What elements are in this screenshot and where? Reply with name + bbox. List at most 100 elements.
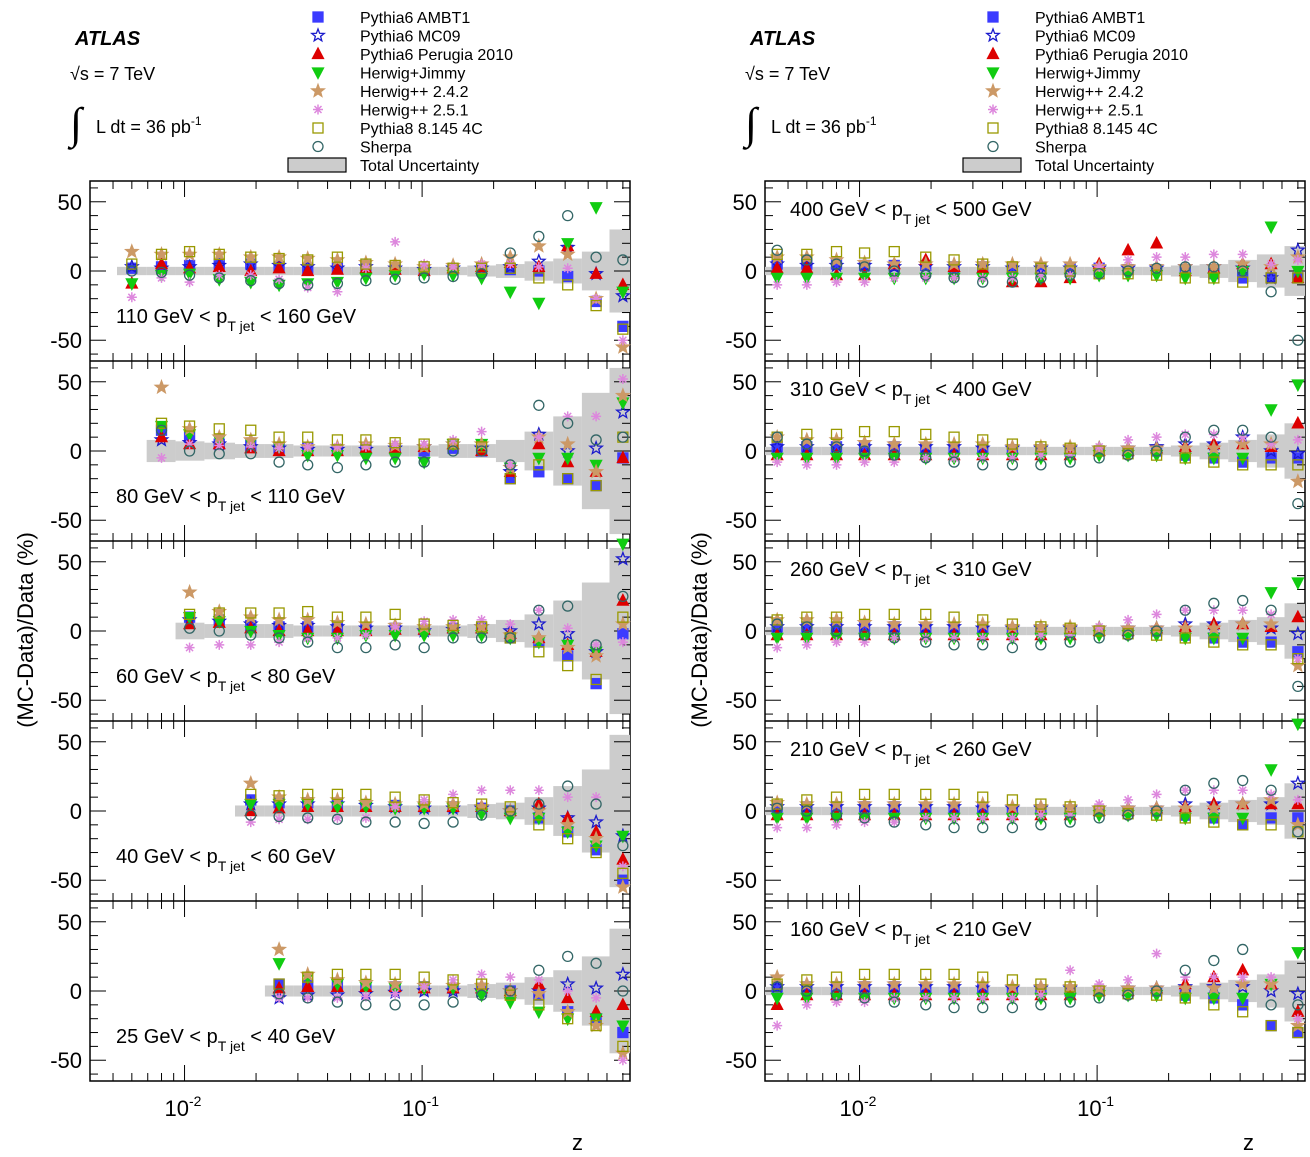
data-point-pythia8-8-145-4c	[858, 608, 871, 621]
legend-marker-sherpa	[312, 140, 324, 153]
data-point-pythia8-8-145-4c	[562, 659, 574, 672]
data-point-sherpa	[155, 424, 168, 436]
data-point-sherpa	[504, 247, 516, 259]
data-point-herwig-jimmy	[272, 958, 286, 971]
data-point-herwig-2-5-1	[390, 988, 401, 999]
data-point-pythia8-8-145-4c	[273, 607, 285, 619]
data-point-pythia6-mc09	[614, 966, 631, 982]
data-point-herwig-2-5-1	[505, 259, 516, 270]
uncertainty-bin	[495, 439, 525, 463]
x-tick-label: 10-2	[840, 1093, 877, 1121]
data-point-herwig-2-5-1	[245, 817, 256, 828]
data-point-herwig-2-5-1	[1151, 948, 1162, 959]
data-point-sherpa	[273, 456, 285, 468]
data-point-sherpa	[447, 632, 459, 644]
panel-label: 110 GeV < pT jet < 160 GeV	[116, 306, 357, 334]
data-point-herwig-jimmy	[1264, 764, 1278, 777]
data-point-herwig-2-5-1	[920, 812, 931, 823]
y-tick-label: -50	[50, 328, 82, 353]
uncertainty-bin	[146, 439, 176, 463]
data-point-sherpa	[1179, 261, 1191, 273]
legend-item-pythia8-8-145-4c: Pythia8 8.145 4C	[987, 121, 1158, 138]
data-point-sherpa	[801, 621, 813, 633]
data-point-herwig-2-5-1	[332, 992, 343, 1003]
data-point-herwig-2-4-2	[1205, 799, 1222, 815]
data-point-sherpa	[213, 625, 225, 637]
data-point-pythia8-8-145-4c	[331, 968, 344, 981]
data-point-sherpa	[977, 459, 989, 471]
data-point-sherpa	[1208, 777, 1220, 789]
data-point-herwig-2-5-1	[332, 632, 343, 643]
data-point-pythia8-8-145-4c	[920, 608, 932, 621]
data-point-herwig-2-5-1	[949, 272, 960, 283]
data-point-herwig-2-5-1	[1292, 434, 1303, 445]
uncertainty-band	[765, 783, 1305, 839]
data-point-pythia6-ambt1	[1265, 452, 1277, 464]
data-point-herwig-jimmy	[532, 1006, 546, 1020]
data-point-herwig-2-5-1	[801, 279, 812, 290]
data-point-pythia8-8-145-4c	[447, 974, 459, 986]
data-point-sherpa	[360, 275, 372, 287]
legend-item-herwig-jimmy: Herwig+Jimmy	[986, 66, 1140, 83]
series-sherpa	[771, 244, 1304, 346]
data-point-pythia8-8-145-4c	[418, 438, 430, 450]
legend-item-sherpa: Sherpa	[312, 140, 412, 157]
data-point-herwig-2-5-1	[1094, 979, 1105, 990]
data-point-pythia6-perugia-2010	[1150, 235, 1164, 249]
panel-right-0: 50 0 -50 400 GeV < pT jet < 500 GeV	[725, 187, 1306, 355]
data-point-herwig-2-5-1	[1266, 259, 1277, 270]
data-point-herwig-2-5-1	[1035, 270, 1046, 281]
data-point-sherpa	[1292, 680, 1304, 693]
data-point-herwig-2-5-1	[360, 630, 371, 641]
data-point-herwig-2-5-1	[1151, 252, 1162, 263]
data-point-sherpa	[302, 459, 314, 471]
data-point-herwig-2-5-1	[591, 639, 602, 650]
data-point-pythia6-mc09	[153, 431, 170, 447]
data-point-herwig-jimmy	[1236, 812, 1250, 826]
integral-symbol: ∫	[67, 99, 85, 150]
data-point-pythia8-8-145-4c	[977, 791, 989, 803]
panel-right-4: 50 0 -50 160 GeV < pT jet < 210 GeV	[725, 907, 1306, 1075]
data-point-sherpa	[1265, 999, 1277, 1011]
data-point-herwig-2-4-2	[357, 974, 374, 990]
data-point-sherpa	[562, 417, 574, 429]
data-point-herwig-2-4-2	[181, 583, 198, 599]
data-point-herwig-jimmy	[532, 297, 546, 311]
data-point-herwig-2-5-1	[1237, 785, 1248, 796]
data-point-herwig-jimmy	[616, 1020, 630, 1034]
data-point-herwig-2-5-1	[1266, 972, 1277, 983]
data-point-herwig-2-5-1	[889, 272, 900, 283]
data-point-herwig-2-5-1	[245, 639, 256, 650]
data-point-pythia6-perugia-2010	[301, 979, 315, 992]
y-tick-label: 0	[745, 799, 757, 824]
data-point-pythia6-ambt1	[562, 473, 574, 485]
data-point-herwig-2-5-1	[1065, 270, 1076, 281]
legend-marker-pythia6-perugia-2010	[986, 46, 1000, 60]
data-point-pythia8-8-145-4c	[418, 618, 430, 630]
data-point-herwig-2-5-1	[1266, 609, 1277, 620]
data-point-pythia8-8-145-4c	[1265, 459, 1277, 471]
data-point-pythia8-8-145-4c	[331, 611, 344, 623]
data-point-herwig-jimmy	[532, 452, 546, 466]
data-point-pythia8-8-145-4c	[562, 1013, 574, 1025]
data-point-pythia6-perugia-2010	[154, 256, 169, 270]
data-point-sherpa	[888, 996, 900, 1008]
data-point-pythia8-8-145-4c	[273, 252, 285, 265]
data-point-pythia8-8-145-4c	[1179, 632, 1191, 644]
data-point-pythia8-8-145-4c	[948, 254, 960, 266]
series-sherpa	[245, 780, 629, 852]
data-point-sherpa	[1150, 625, 1163, 637]
data-point-sherpa	[1006, 1001, 1019, 1014]
data-point-sherpa	[447, 445, 459, 457]
data-point-sherpa	[1035, 459, 1047, 471]
data-point-pythia8-8-145-4c	[183, 245, 196, 258]
data-point-herwig-2-5-1	[302, 992, 313, 1003]
data-point-sherpa	[302, 636, 314, 648]
data-point-herwig-jimmy	[1291, 379, 1305, 392]
data-point-herwig-jimmy	[561, 452, 575, 466]
uncertainty-band	[765, 960, 1305, 1022]
data-point-sherpa	[213, 448, 225, 460]
data-point-herwig-2-4-2	[886, 255, 903, 271]
series-herwig-2-5-1	[772, 429, 1303, 470]
data-point-sherpa	[1035, 272, 1047, 284]
